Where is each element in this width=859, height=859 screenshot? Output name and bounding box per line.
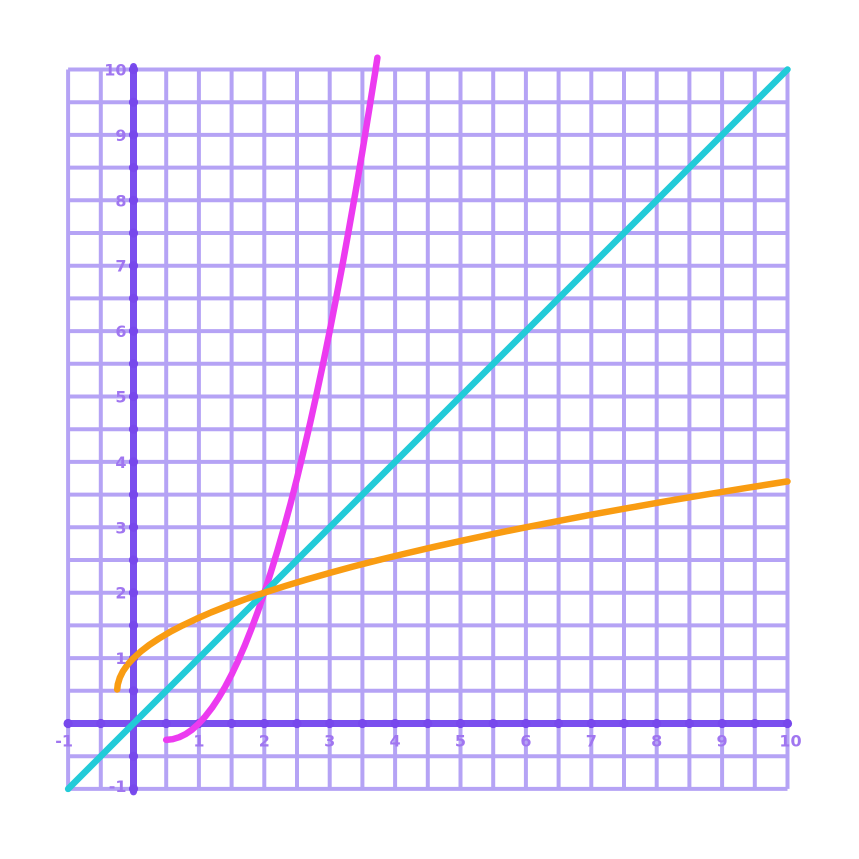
series-0-parabola xyxy=(162,54,381,744)
x-tick-label-8: 8 xyxy=(651,732,662,751)
x-tick-label-7: 7 xyxy=(586,732,597,751)
grid-lines xyxy=(66,67,790,791)
y-tick-label-10: 10 xyxy=(104,61,126,80)
x-tick-label-6: 6 xyxy=(520,732,531,751)
x-tick-label-5: 5 xyxy=(455,732,466,751)
y-tick-label--1: -1 xyxy=(109,777,127,796)
y-tick-label-7: 7 xyxy=(115,257,126,276)
y-axis-tick-labels: -1 1 2 3 4 5 6 7 8 9 10 xyxy=(104,61,126,796)
y-tick-label-6: 6 xyxy=(115,322,126,341)
x-tick-label-4: 4 xyxy=(390,732,401,751)
y-tick-label-4: 4 xyxy=(115,453,126,472)
x-tick-label-10: 10 xyxy=(779,732,801,751)
y-tick-label-8: 8 xyxy=(115,191,126,210)
x-tick-label-1: 1 xyxy=(193,732,204,751)
y-tick-label-2: 2 xyxy=(115,584,126,603)
series-2-inverse-curve xyxy=(113,478,791,693)
y-tick-label-3: 3 xyxy=(115,518,126,537)
series-1-identity-line xyxy=(64,66,791,793)
x-tick-label-3: 3 xyxy=(324,732,335,751)
y-tick-label-1: 1 xyxy=(115,649,126,668)
y-tick-label-5: 5 xyxy=(115,388,126,407)
y-tick-label-9: 9 xyxy=(115,126,126,145)
x-axis-tick-labels: -1 1 2 3 4 5 6 7 8 9 10 xyxy=(55,732,801,751)
x-tick-label--1: -1 xyxy=(55,732,73,751)
x-tick-label-9: 9 xyxy=(717,732,728,751)
x-tick-label-2: 2 xyxy=(259,732,270,751)
axis-tick-dots xyxy=(63,64,793,794)
